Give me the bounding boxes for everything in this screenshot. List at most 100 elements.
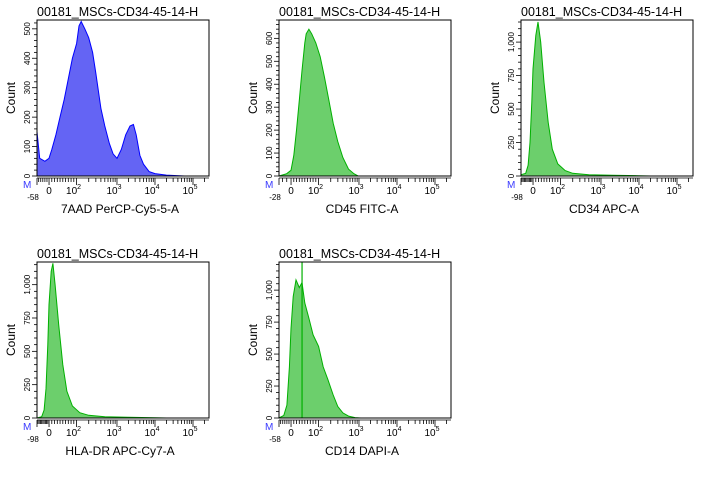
y-tick-label: 500: [23, 22, 32, 36]
histogram-panel-cd45: 00181_MSCs-CD34-45-14-H 0 100 200 300 400 500 6…: [242, 0, 482, 230]
x-tick-label-exponent: 4: [640, 184, 644, 191]
x-tick-label: 105: [424, 426, 439, 439]
y-tick-label: 0: [265, 415, 274, 420]
x-tick-label-exponent: 5: [194, 426, 198, 433]
marker-label[interactable]: M: [23, 180, 31, 191]
x-tick-label-exponent: 3: [360, 426, 364, 433]
x-tick-label-exponent: 4: [398, 184, 402, 191]
chart-title: 00181_MSCs-CD34-45-14-H: [279, 5, 440, 19]
histogram-area: [520, 21, 651, 177]
x-tick-label-exponent: 3: [118, 184, 122, 191]
plot-frame: [36, 19, 210, 177]
histogram-chart: 00181_MSCs-CD34-45-14-H01002003004005006…: [246, 5, 452, 216]
histogram-panel-cd34: 00181_MSCs-CD34-45-14-H 0 250 500 750 1,000 Co…: [484, 0, 706, 230]
x-tick-label-base: 0: [530, 186, 536, 197]
x-tick-label-base: 10: [182, 428, 194, 439]
x-tick-label-exponent: 2: [77, 184, 81, 191]
x-tick-label-base: 0: [46, 186, 52, 197]
x-tick-label-exponent: 2: [77, 426, 81, 433]
x-tick-label-base: 10: [348, 186, 360, 197]
y-tick-label: 0: [265, 173, 274, 178]
x-tick-label-base: 10: [144, 186, 156, 197]
y-tick-label: 1,000: [507, 32, 516, 53]
y-tick-label: 750: [265, 315, 274, 329]
x-axis-label: CD14 DAPI-A: [325, 444, 399, 458]
x-tick-label-base: 10: [590, 186, 602, 197]
x-tick-label-base: 0: [288, 428, 294, 439]
y-axis-label: Count: [246, 81, 260, 114]
x-tick-label-base: 10: [66, 428, 78, 439]
marker-label[interactable]: M: [265, 422, 273, 433]
y-tick-label: 0: [23, 173, 32, 178]
y-tick-label: 1,000: [23, 274, 32, 295]
histogram-area: [278, 278, 361, 419]
x-tick-label-base: 0: [288, 186, 294, 197]
x-tick-label: 105: [666, 184, 681, 197]
histogram-area: [278, 28, 359, 177]
y-axis-label: Count: [4, 81, 18, 114]
x-min-label: -58: [27, 193, 39, 202]
histogram-chart: 00181_MSCs-CD34-45-14-H02505007501,000Co…: [4, 247, 210, 458]
y-tick-label: 500: [265, 54, 274, 68]
x-tick-label: 102: [550, 184, 565, 197]
x-tick-label: 102: [66, 184, 81, 197]
x-tick-label-exponent: 3: [360, 184, 364, 191]
x-tick-label-exponent: 2: [319, 426, 323, 433]
histogram-chart: 00181_MSCs-CD34-45-14-H02505007501,000Co…: [488, 5, 694, 216]
x-tick-label-base: 10: [66, 186, 78, 197]
y-axis-label: Count: [4, 323, 18, 356]
y-tick-label: 250: [265, 379, 274, 393]
y-tick-label: 750: [507, 68, 516, 82]
histogram-area: [36, 20, 185, 177]
x-axis-label: HLA-DR APC-Cy7-A: [65, 444, 174, 458]
x-tick-label-exponent: 4: [156, 184, 160, 191]
x-min-label: -28: [269, 193, 281, 202]
y-tick-label: 750: [23, 311, 32, 325]
y-tick-label: 250: [23, 377, 32, 391]
histogram-chart: 00181_MSCs-CD34-45-14-H02505007501,000Co…: [246, 247, 452, 458]
x-tick-label-base: 10: [106, 428, 118, 439]
x-tick-label: 104: [628, 184, 643, 197]
x-tick-label-exponent: 4: [398, 426, 402, 433]
x-min-label: -98: [27, 435, 39, 444]
x-tick-label-exponent: 5: [194, 184, 198, 191]
y-tick-label: 300: [23, 80, 32, 94]
x-tick-label: 102: [308, 426, 323, 439]
histogram-panel-cd14: 00181_MSCs-CD34-45-14-H 0 250 500 750 1,000 Co…: [242, 242, 482, 472]
x-axis-label: CD34 APC-A: [569, 202, 639, 216]
marker-label[interactable]: M: [23, 422, 31, 433]
histogram-panel-7aad: 00181_MSCs-CD34-45-14-H 0 100 200 300 400 500 C…: [0, 0, 240, 230]
x-tick-label-exponent: 2: [319, 184, 323, 191]
y-tick-label: 100: [265, 146, 274, 160]
x-tick-label: 103: [106, 184, 121, 197]
chart-title: 00181_MSCs-CD34-45-14-H: [37, 247, 198, 261]
x-tick-label: 103: [348, 426, 363, 439]
y-axis-label: Count: [488, 81, 502, 114]
x-tick-label: 104: [386, 184, 401, 197]
marker-label[interactable]: M: [507, 180, 515, 191]
x-tick-label: 103: [590, 184, 605, 197]
x-tick-label-exponent: 5: [436, 426, 440, 433]
x-tick-label-base: 10: [308, 186, 320, 197]
x-tick-label-base: 10: [348, 428, 360, 439]
x-tick-label-base: 10: [308, 428, 320, 439]
x-tick-label-base: 10: [144, 428, 156, 439]
x-tick-label-base: 10: [106, 186, 118, 197]
y-tick-label: 0: [507, 173, 516, 178]
x-tick-label-base: 10: [424, 428, 436, 439]
x-tick-label: 0: [288, 428, 294, 439]
x-axis-label: CD45 FITC-A: [326, 202, 399, 216]
x-tick-label: 0: [530, 186, 536, 197]
x-tick-label-base: 0: [46, 428, 52, 439]
plot-frame: [36, 261, 210, 419]
x-tick-label: 102: [66, 426, 81, 439]
x-tick-label: 104: [144, 426, 159, 439]
x-tick-label: 104: [144, 184, 159, 197]
x-tick-label-exponent: 3: [118, 426, 122, 433]
x-tick-label-base: 10: [628, 186, 640, 197]
marker-label[interactable]: M: [265, 180, 273, 191]
chart-title: 00181_MSCs-CD34-45-14-H: [521, 5, 682, 19]
histogram-panel-hla-dr: 00181_MSCs-CD34-45-14-H 0 250 500 750 1,000 Co…: [0, 242, 240, 472]
histogram-chart: 00181_MSCs-CD34-45-14-H0100200300400500C…: [4, 5, 210, 216]
x-tick-label: 103: [106, 426, 121, 439]
